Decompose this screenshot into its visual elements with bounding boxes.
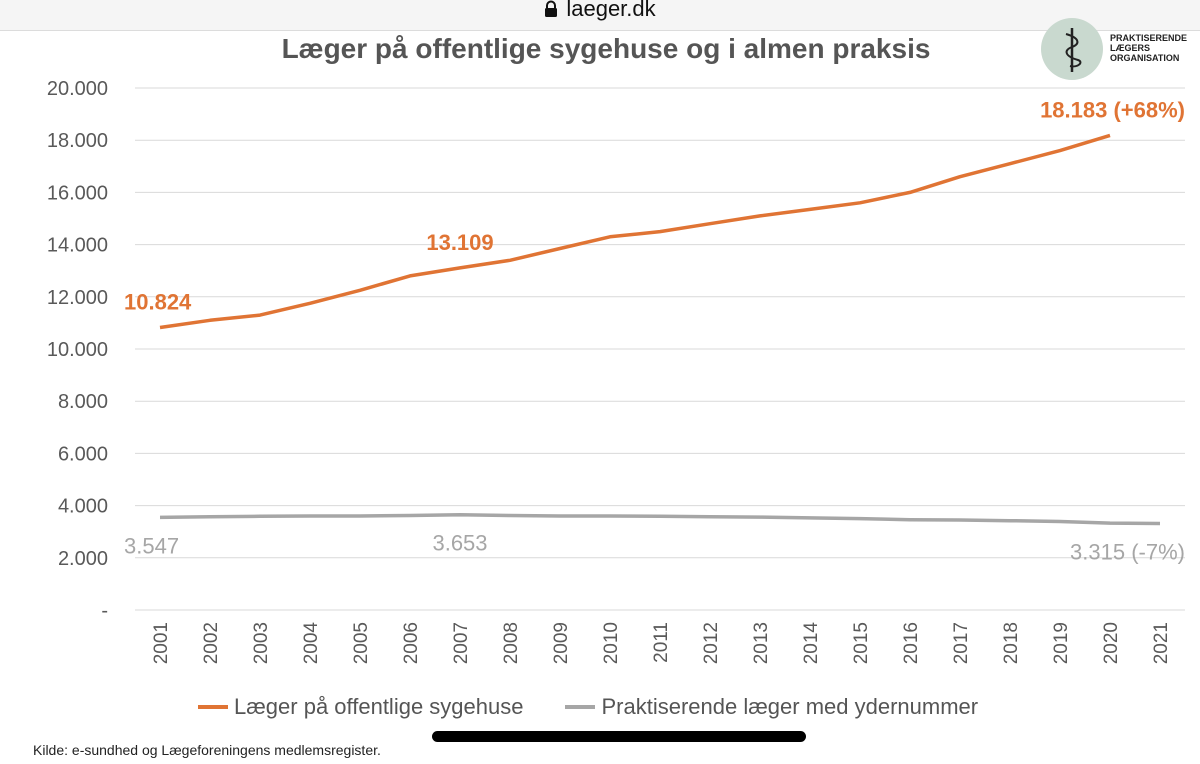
x-tick-label: 2014: [801, 622, 822, 665]
series-line-1: [159, 512, 1161, 526]
x-tick-label: 2021: [1151, 622, 1172, 664]
x-tick-label: 2007: [451, 622, 472, 664]
y-tick-label: 2.000: [58, 548, 108, 570]
x-tick-label: 2011: [651, 622, 672, 663]
legend-label-sygehuse: Læger på offentlige sygehuse: [234, 694, 524, 719]
y-tick-label: 18.000: [47, 130, 108, 152]
browser-address-bar[interactable]: laeger.dk: [0, 0, 1200, 31]
y-tick-label: -: [101, 600, 108, 622]
chart-legend: Læger på offentlige sygehuse Praktiseren…: [198, 694, 1020, 720]
x-tick-label: 2008: [501, 622, 522, 664]
data-label: 3.315 (-7%): [1070, 539, 1185, 564]
legend-item-sygehuse: Læger på offentlige sygehuse: [198, 694, 523, 720]
data-label: 3.547: [124, 533, 179, 558]
y-tick-label: 10.000: [47, 339, 108, 361]
y-tick-label: 6.000: [58, 443, 108, 465]
y-tick-label: 4.000: [58, 496, 108, 518]
legend-swatch-praktiserende: [565, 705, 596, 709]
x-tick-label: 2004: [301, 622, 322, 665]
logo-icon: [1041, 18, 1103, 80]
url-text[interactable]: laeger.dk: [566, 0, 656, 21]
organisation-logo: PRAKTISERENDE LÆGERS ORGANISATION: [1040, 18, 1200, 80]
x-tick-label: 2019: [1051, 622, 1072, 664]
x-tick-label: 2005: [351, 622, 372, 664]
legend-swatch-sygehuse: [198, 705, 228, 709]
y-tick-label: 12.000: [47, 287, 108, 309]
y-tick-label: 8.000: [58, 391, 108, 413]
x-tick-label: 2017: [951, 622, 972, 664]
x-tick-label: 2006: [401, 622, 422, 664]
x-tick-label: 2016: [901, 622, 922, 664]
y-tick-label: 16.000: [47, 182, 108, 204]
data-label: 13.109: [426, 230, 493, 255]
x-tick-label: 2020: [1101, 622, 1122, 664]
x-tick-label: 2013: [751, 622, 772, 664]
legend-item-praktiserende: Praktiserende læger med ydernummer: [565, 694, 978, 720]
x-tick-label: 2010: [601, 622, 622, 664]
data-label: 10.824: [124, 289, 192, 314]
chart-title: Læger på offentlige sygehuse og i almen …: [281, 33, 931, 64]
data-label: 3.653: [432, 531, 487, 556]
x-tick-label: 2012: [701, 622, 722, 664]
y-tick-label: 14.000: [47, 235, 108, 257]
home-indicator[interactable]: [432, 731, 806, 742]
x-tick-label: 2015: [851, 622, 872, 664]
x-tick-label: 2009: [551, 622, 572, 664]
data-label: 18.183 (+68%): [1040, 97, 1185, 122]
lock-icon: [545, 0, 558, 17]
x-tick-label: 2001: [151, 622, 172, 664]
logo-text: PRAKTISERENDE LÆGERS ORGANISATION: [1110, 33, 1188, 63]
x-tick-label: 2003: [251, 622, 272, 664]
x-tick-label: 2018: [1001, 622, 1022, 664]
y-tick-label: 20.000: [47, 78, 108, 100]
legend-label-praktiserende: Praktiserende læger med ydernummer: [601, 694, 979, 719]
source-note: Kilde: e-sundhed og Lægeforeningens medl…: [33, 742, 381, 758]
x-tick-label: 2002: [201, 622, 222, 664]
series-line-0: [159, 133, 1111, 330]
